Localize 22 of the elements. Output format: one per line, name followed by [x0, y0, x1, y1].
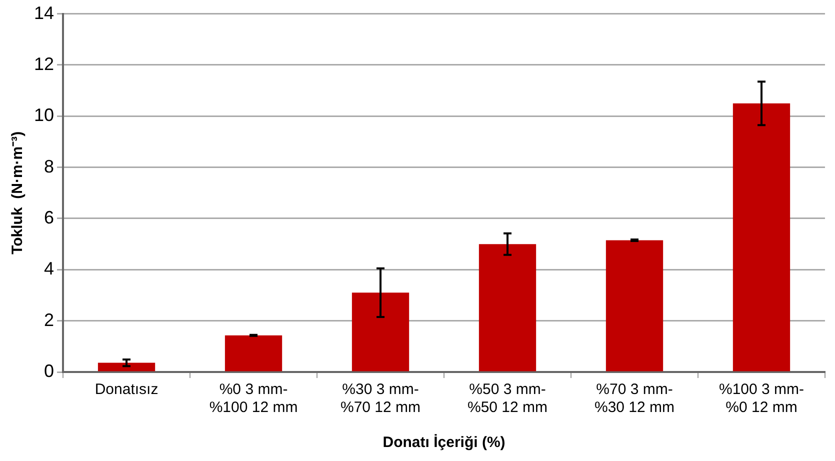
- y-tick-label: 10: [34, 105, 54, 126]
- bar: [478, 244, 536, 372]
- bar: [224, 335, 282, 372]
- bar: [98, 362, 156, 372]
- y-tick-label: 4: [44, 258, 54, 279]
- y-tick-label: 8: [44, 156, 54, 176]
- x-tick-label: %30 3 mm-%70 12 mm: [340, 381, 421, 416]
- x-tick-label: %50 3 mm-%50 12 mm: [467, 381, 548, 416]
- x-tick-label: %70 3 mm-%30 12 mm: [594, 381, 675, 416]
- y-tick-label: 2: [44, 310, 54, 330]
- y-tick-label: 0: [44, 360, 54, 381]
- x-tick-label: %100 3 mm-%0 12 mm: [718, 381, 804, 416]
- x-tick-label: Donatısız: [94, 381, 158, 398]
- y-tick-label: 14: [34, 2, 54, 23]
- y-tick-label: 12: [34, 54, 54, 74]
- y-axis-title: Tokluk (N·m·m⁻³): [9, 131, 26, 254]
- bar: [732, 103, 790, 372]
- bar: [352, 292, 410, 372]
- x-axis-title: Donatı İçeriği (%): [382, 434, 506, 452]
- bar: [606, 240, 664, 372]
- x-tick-label: %0 3 mm-%100 12 mm: [209, 381, 298, 416]
- y-tick-label: 6: [44, 207, 54, 228]
